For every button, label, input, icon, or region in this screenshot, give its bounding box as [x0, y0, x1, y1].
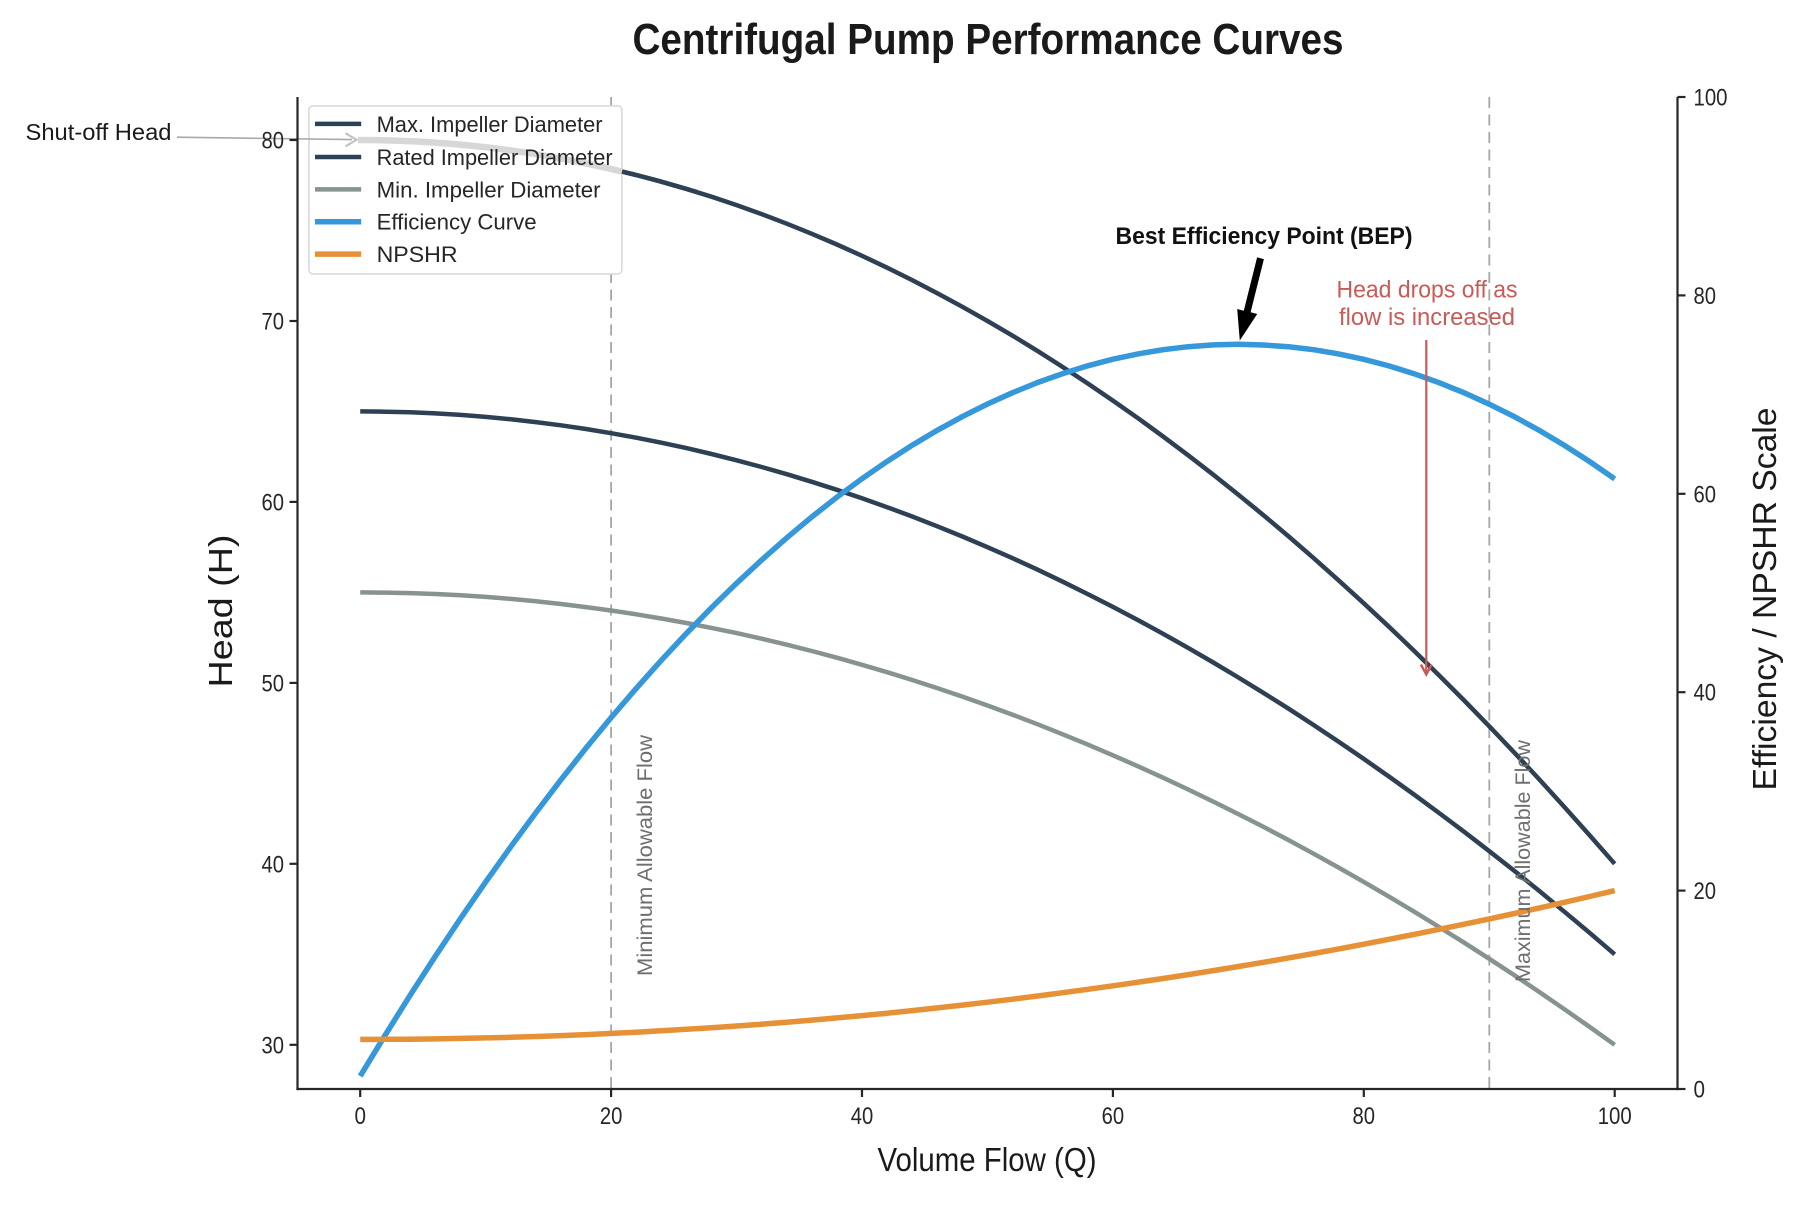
svg-text:Head (H): Head (H): [202, 535, 239, 688]
svg-text:0: 0: [354, 1103, 366, 1130]
svg-text:Best Efficiency Point (BEP): Best Efficiency Point (BEP): [1116, 223, 1413, 250]
svg-text:60: 60: [1102, 1103, 1125, 1130]
svg-text:Head drops off as: Head drops off as: [1337, 276, 1518, 303]
svg-text:0: 0: [1694, 1077, 1706, 1104]
svg-text:Rated Impeller Diameter: Rated Impeller Diameter: [377, 145, 613, 170]
svg-text:Volume Flow (Q): Volume Flow (Q): [878, 1141, 1097, 1178]
svg-text:80: 80: [1694, 283, 1717, 310]
svg-text:20: 20: [1694, 878, 1717, 905]
svg-text:100: 100: [1598, 1103, 1632, 1130]
svg-text:70: 70: [262, 309, 285, 336]
svg-text:30: 30: [262, 1032, 285, 1059]
svg-text:40: 40: [851, 1103, 874, 1130]
svg-text:Shut-off Head: Shut-off Head: [26, 119, 172, 145]
svg-text:20: 20: [600, 1103, 623, 1130]
svg-text:80: 80: [262, 128, 285, 155]
svg-text:60: 60: [1694, 481, 1717, 508]
svg-text:NPSHR: NPSHR: [377, 242, 458, 267]
svg-text:Centrifugal Pump Performance C: Centrifugal Pump Performance Curves: [633, 15, 1344, 64]
svg-text:40: 40: [262, 851, 285, 878]
svg-text:40: 40: [1694, 680, 1717, 707]
svg-text:50: 50: [262, 670, 285, 697]
svg-text:Max. Impeller Diameter: Max. Impeller Diameter: [377, 112, 603, 137]
svg-text:60: 60: [262, 489, 285, 516]
svg-text:100: 100: [1694, 85, 1728, 112]
svg-text:Minimum Allowable Flow: Minimum Allowable Flow: [633, 735, 657, 976]
svg-text:Efficiency / NPSHR Scale: Efficiency / NPSHR Scale: [1746, 408, 1783, 791]
svg-text:80: 80: [1353, 1103, 1376, 1130]
svg-text:Min. Impeller Diameter: Min. Impeller Diameter: [377, 177, 601, 202]
svg-text:Efficiency Curve: Efficiency Curve: [377, 210, 537, 235]
svg-text:Maximum Allowable Flow: Maximum Allowable Flow: [1511, 740, 1535, 982]
svg-text:flow is increased: flow is increased: [1339, 304, 1515, 331]
